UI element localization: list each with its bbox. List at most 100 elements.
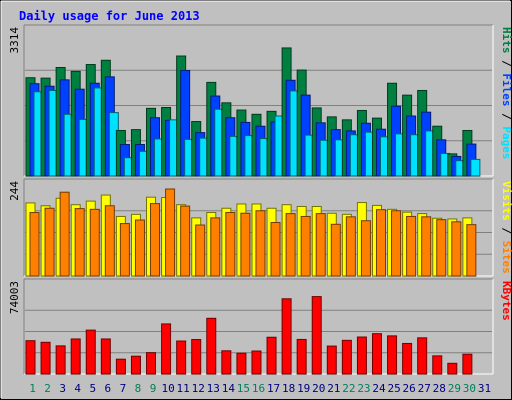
legend-kbytes: KBytes <box>500 281 512 321</box>
bar-pages-day-30 <box>470 158 481 177</box>
bar-kbytes-day-10 <box>161 323 172 375</box>
day-label-3: 3 <box>59 382 66 395</box>
day-label-11: 11 <box>177 382 190 395</box>
bar-kbytes-day-18 <box>281 298 292 375</box>
bar-sites-day-30 <box>466 224 477 277</box>
bar-kbytes-day-21 <box>326 345 337 375</box>
axis-max-label: 244 <box>8 181 21 201</box>
day-label-31: 31 <box>478 382 491 395</box>
legend-label-visits: Visits <box>500 181 512 221</box>
day-label-17: 17 <box>267 382 280 395</box>
bar-sites-day-2 <box>44 207 55 277</box>
legend-label-files: Files <box>500 73 512 106</box>
day-label-2: 2 <box>44 382 51 395</box>
bar-sites-day-12 <box>195 224 206 277</box>
bar-sites-day-24 <box>375 209 386 277</box>
bar-sites-day-15 <box>240 212 251 277</box>
day-label-4: 4 <box>74 382 81 395</box>
day-label-29: 29 <box>448 382 461 395</box>
day-label-16: 16 <box>252 382 265 395</box>
bar-sites-day-1 <box>29 212 40 277</box>
bar-kbytes-day-26 <box>402 342 413 375</box>
legend-visits-sites: Visits / Sites <box>500 181 512 274</box>
bar-kbytes-day-4 <box>70 338 81 375</box>
day-label-10: 10 <box>161 382 174 395</box>
bar-sites-day-4 <box>74 208 85 277</box>
bar-kbytes-day-25 <box>387 335 398 375</box>
panel-kbytes: 74003 KBytes <box>8 278 512 375</box>
bar-kbytes-day-17 <box>266 336 277 375</box>
bar-kbytes-day-3 <box>55 345 66 375</box>
bar-sites-day-29 <box>451 221 462 277</box>
bar-sites-day-26 <box>406 215 417 277</box>
axis-max-label: 74003 <box>8 281 21 314</box>
day-label-12: 12 <box>192 382 205 395</box>
bar-sites-day-25 <box>391 210 402 277</box>
day-label-9: 9 <box>150 382 157 395</box>
bar-kbytes-day-23 <box>356 336 367 375</box>
day-labels: 1 2 3 4 5 6 7 8 9 10 11 12 13 14 15 16 17 18 19 20 21 22 23 24 2… <box>29 382 491 395</box>
chart-title: Daily usage for June 2013 <box>19 9 200 23</box>
bar-sites-day-23 <box>360 220 371 277</box>
bar-sites-day-22 <box>345 216 356 277</box>
axis-max-label: 3314 <box>8 27 21 54</box>
bar-sites-day-20 <box>315 213 326 277</box>
day-label-27: 27 <box>418 382 431 395</box>
bar-sites-day-18 <box>285 213 296 277</box>
panel-hits-files-pages: 3314 Hits / Files / Pages <box>8 24 512 177</box>
bar-sites-day-19 <box>300 215 311 277</box>
bar-kbytes-day-29 <box>447 362 458 375</box>
day-label-20: 20 <box>312 382 325 395</box>
bar-sites-day-7 <box>119 223 130 277</box>
day-label-13: 13 <box>207 382 220 395</box>
bar-sites-day-14 <box>225 212 236 277</box>
bar-kbytes-day-2 <box>40 341 51 375</box>
bar-kbytes-day-22 <box>341 339 352 375</box>
bar-sites-day-6 <box>104 205 115 277</box>
bar-kbytes-day-16 <box>251 350 262 375</box>
legend-label-pages: Pages <box>500 126 512 159</box>
panel-visits-sites: 244 Visits / Sites <box>8 178 512 277</box>
bar-kbytes-day-13 <box>206 317 217 375</box>
day-label-18: 18 <box>282 382 295 395</box>
day-label-5: 5 <box>89 382 96 395</box>
day-label-30: 30 <box>463 382 476 395</box>
bar-kbytes-day-7 <box>115 358 126 375</box>
day-label-22: 22 <box>342 382 355 395</box>
bar-sites-day-9 <box>150 203 161 277</box>
day-label-6: 6 <box>105 382 112 395</box>
bar-kbytes-day-5 <box>85 329 96 375</box>
legend-label-hits: Hits <box>500 27 512 54</box>
day-label-26: 26 <box>403 382 416 395</box>
bar-sites-day-3 <box>59 191 70 277</box>
legend-hits-files-pages: Hits / Files / Pages <box>500 27 512 160</box>
bar-sites-day-17 <box>270 222 281 277</box>
bar-kbytes-day-9 <box>146 352 157 375</box>
day-label-21: 21 <box>327 382 340 395</box>
day-label-7: 7 <box>120 382 127 395</box>
bar-kbytes-day-12 <box>191 339 202 375</box>
bar-kbytes-day-11 <box>176 340 187 375</box>
bar-sites-day-5 <box>89 208 100 277</box>
legend-label-kbytes: KBytes <box>500 281 512 321</box>
bar-sites-day-27 <box>421 216 432 277</box>
bar-kbytes-day-24 <box>371 333 382 375</box>
bar-sites-day-8 <box>134 219 145 277</box>
bar-sites-day-13 <box>210 217 221 277</box>
day-label-24: 24 <box>372 382 386 395</box>
bar-kbytes-day-6 <box>100 338 111 375</box>
bar-kbytes-day-8 <box>130 355 141 375</box>
day-label-1: 1 <box>29 382 36 395</box>
bar-sites-day-16 <box>255 210 266 277</box>
bar-sites-day-28 <box>436 219 447 277</box>
bar-kbytes-day-28 <box>432 355 443 375</box>
day-label-25: 25 <box>387 382 400 395</box>
legend-label-sites: Sites <box>500 241 512 274</box>
day-label-23: 23 <box>357 382 370 395</box>
day-label-14: 14 <box>222 382 236 395</box>
bar-kbytes-day-19 <box>296 338 307 375</box>
bar-kbytes-day-30 <box>462 353 473 375</box>
bar-kbytes-day-27 <box>417 337 428 375</box>
day-label-28: 28 <box>433 382 446 395</box>
